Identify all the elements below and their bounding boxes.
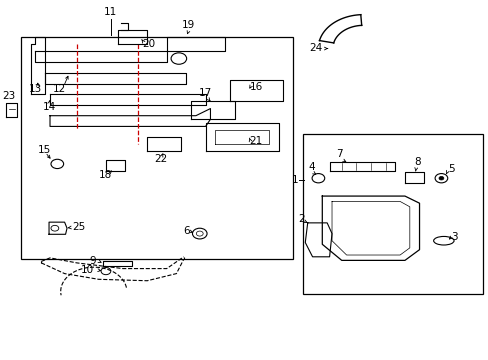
- Text: 1: 1: [291, 175, 297, 185]
- Text: 12: 12: [53, 84, 66, 94]
- Text: 10: 10: [81, 265, 94, 275]
- Text: 24: 24: [308, 43, 322, 53]
- Bar: [302, 134, 482, 294]
- Text: 13: 13: [29, 84, 42, 94]
- Text: 3: 3: [450, 232, 457, 242]
- Text: 5: 5: [447, 164, 453, 174]
- Text: 16: 16: [249, 82, 262, 92]
- Text: 4: 4: [307, 162, 314, 172]
- Text: 2: 2: [298, 214, 305, 224]
- Text: 18: 18: [99, 170, 112, 180]
- Text: 23: 23: [2, 91, 15, 102]
- Circle shape: [438, 176, 443, 180]
- Text: 9: 9: [89, 256, 96, 266]
- Text: 7: 7: [335, 149, 342, 159]
- Text: 17: 17: [199, 88, 212, 98]
- Text: 25: 25: [72, 222, 85, 232]
- Bar: [21, 37, 292, 258]
- Text: 21: 21: [249, 136, 262, 147]
- Text: 22: 22: [154, 154, 167, 163]
- Text: 6: 6: [183, 226, 190, 237]
- Text: 14: 14: [42, 102, 56, 112]
- Text: 19: 19: [182, 20, 195, 30]
- Text: 20: 20: [142, 39, 155, 49]
- Text: 15: 15: [38, 145, 51, 155]
- Text: 11: 11: [104, 8, 117, 18]
- Text: 8: 8: [413, 157, 420, 167]
